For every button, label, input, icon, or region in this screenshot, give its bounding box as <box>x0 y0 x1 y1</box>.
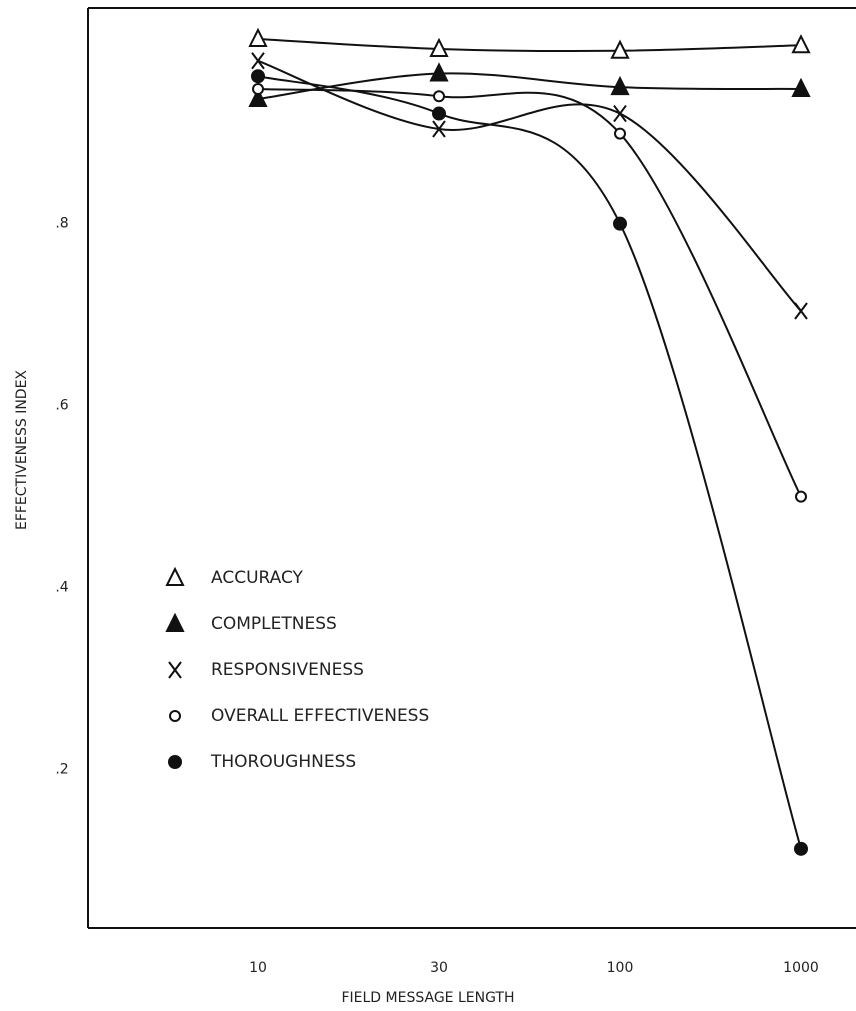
marker <box>794 302 808 320</box>
x-tick-label: 100 <box>607 960 634 976</box>
marker <box>614 127 626 140</box>
x-tick-label: 1000 <box>783 960 819 976</box>
marker <box>248 27 268 47</box>
marker <box>791 77 811 97</box>
y-tick-label: .4 <box>55 580 68 596</box>
marker <box>794 841 808 856</box>
marker <box>252 82 264 95</box>
marker <box>610 75 630 96</box>
series-line <box>257 75 802 850</box>
legend-label: THOROUGHNESS <box>210 752 356 772</box>
x-tick-label: 10 <box>249 960 267 976</box>
y-tick-label: .8 <box>55 216 68 232</box>
marker <box>248 87 268 107</box>
marker <box>429 37 449 57</box>
marker <box>251 52 265 70</box>
legend-label: RESPONSIVENESS <box>211 660 364 680</box>
y-tick-label: .2 <box>55 762 68 778</box>
legend-label: COMPLETNESS <box>211 614 337 634</box>
marker <box>432 120 446 138</box>
marker <box>433 90 445 103</box>
legend-label: OVERALL EFFECTIVENESS <box>211 706 429 726</box>
legend-marker <box>168 755 182 769</box>
marker <box>795 490 807 503</box>
x-tick-label: 30 <box>430 960 448 976</box>
marker <box>613 104 627 123</box>
marker <box>610 39 630 59</box>
y-axis-label: EFFECTIVENESS INDEX <box>14 370 30 530</box>
marker <box>791 34 811 54</box>
series-line <box>257 87 802 498</box>
legend-label: ACCURACY <box>211 568 304 588</box>
series-line <box>257 72 802 100</box>
series-line <box>257 59 802 312</box>
legend-marker <box>168 661 182 679</box>
marker <box>251 69 265 84</box>
marker <box>429 62 449 82</box>
x-axis-label: FIELD MESSAGE LENGTH <box>341 990 514 1006</box>
legend-marker <box>169 710 181 722</box>
marker <box>432 106 446 121</box>
marker <box>613 216 627 231</box>
legend-marker <box>165 566 185 586</box>
series-line <box>257 37 802 53</box>
y-tick-label: .6 <box>55 398 68 414</box>
legend-marker <box>165 612 185 632</box>
